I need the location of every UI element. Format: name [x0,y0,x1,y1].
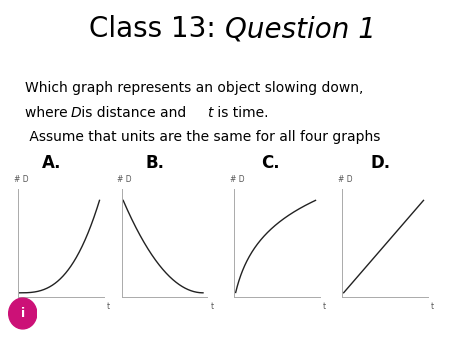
Text: # D: # D [14,175,28,184]
Text: A.: A. [42,154,62,172]
Text: Question 1: Question 1 [225,15,376,43]
Text: where: where [25,106,72,120]
Text: is distance and: is distance and [77,106,191,120]
Text: is time.: is time. [213,106,269,120]
Text: B.: B. [146,154,165,172]
Text: Assume that units are the same for all four graphs: Assume that units are the same for all f… [25,130,380,144]
Text: # D: # D [230,175,244,184]
Text: Class 13:: Class 13: [90,15,225,43]
Text: # D: # D [117,175,132,184]
Text: t: t [323,302,326,311]
Text: C.: C. [261,154,279,172]
Text: t: t [431,302,434,311]
Text: D: D [71,106,81,120]
Text: Which graph represents an object slowing down,: Which graph represents an object slowing… [25,81,363,95]
Text: i: i [21,307,25,320]
Text: t: t [211,302,214,311]
Text: # D: # D [338,175,352,184]
Text: t: t [107,302,110,311]
Text: D.: D. [370,154,390,172]
Circle shape [9,298,37,329]
Text: t: t [207,106,212,120]
